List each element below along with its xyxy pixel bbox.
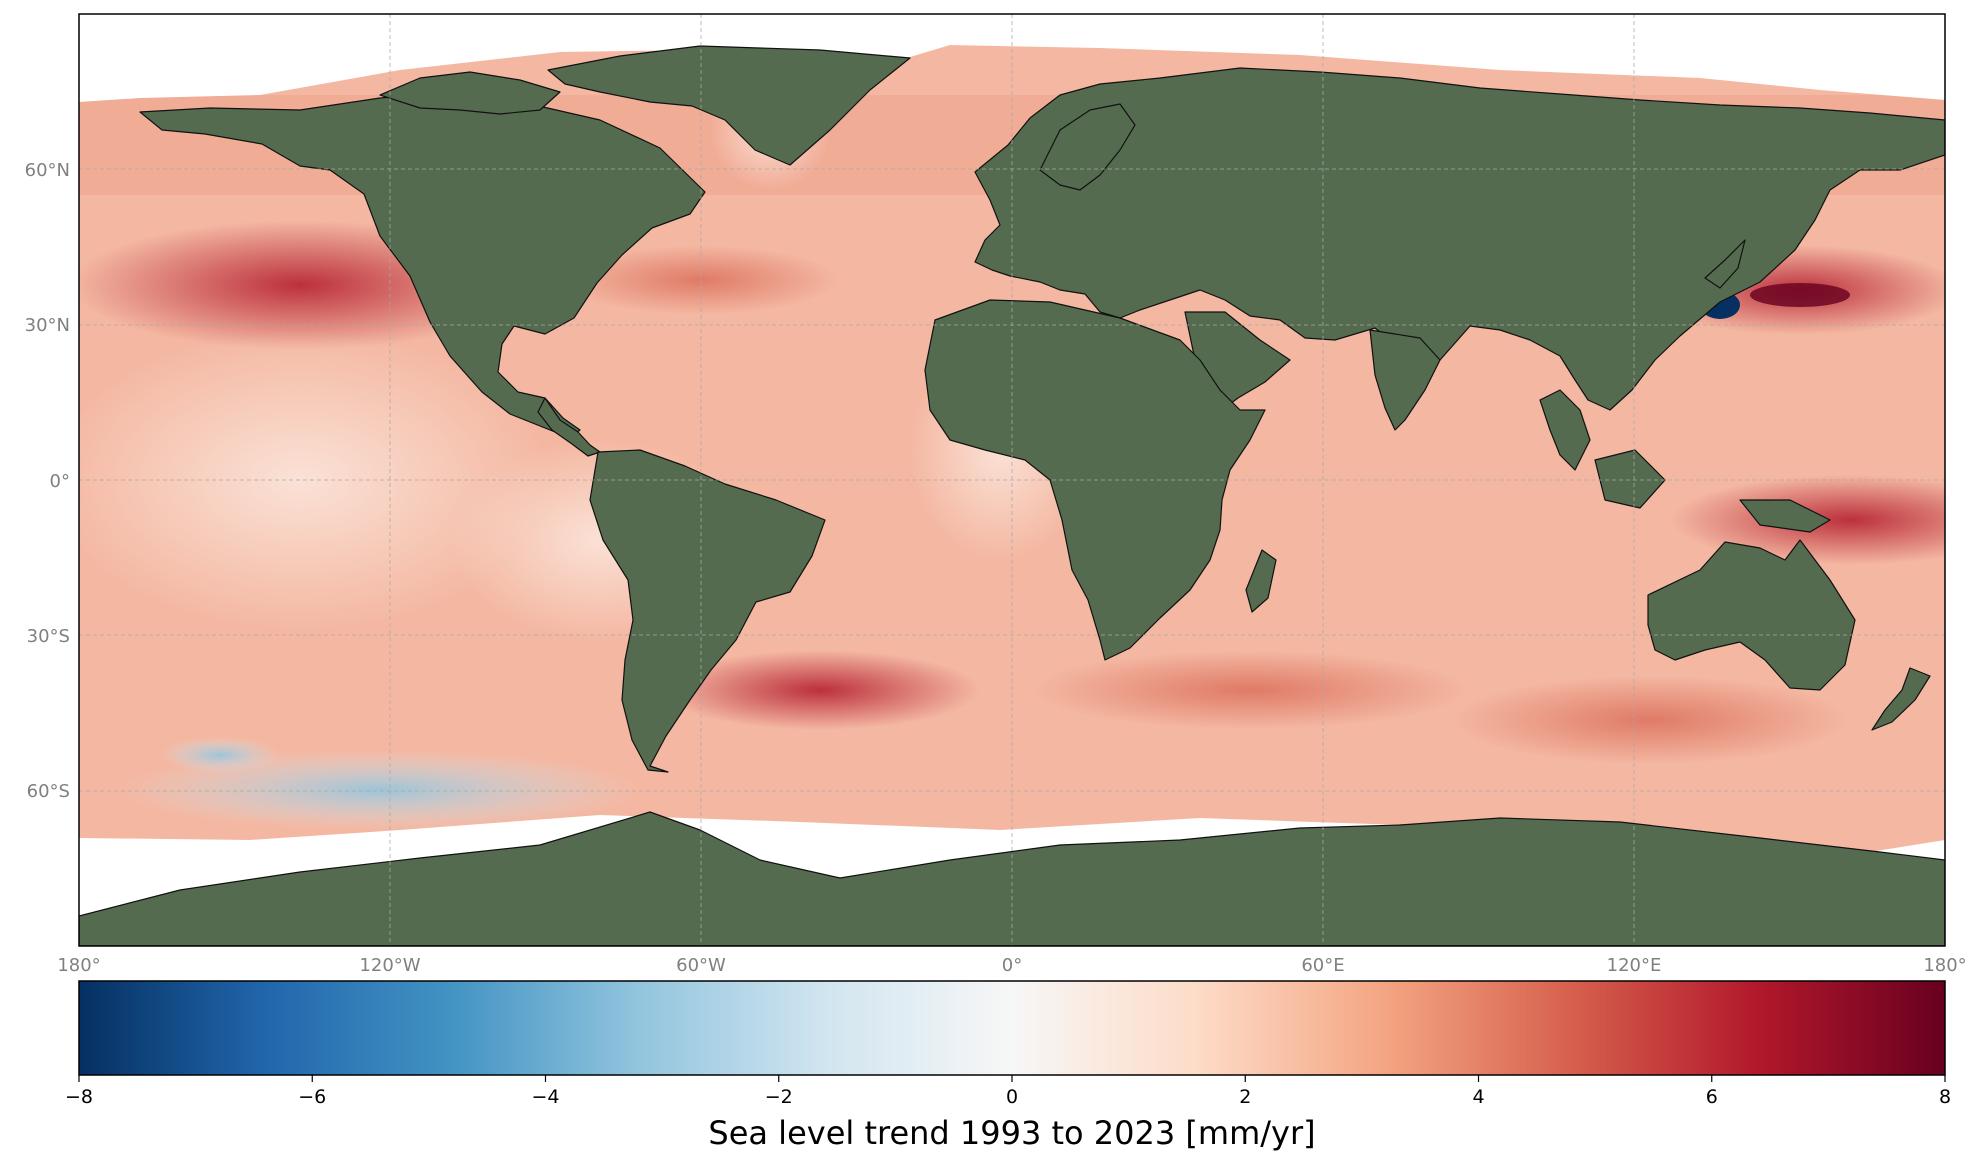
colorbar-tick-label: 4: [1472, 1086, 1484, 1108]
lat-label-60s: 60°S: [27, 781, 70, 802]
lon-label-120w: 120°W: [359, 955, 420, 976]
central-america: [537, 397, 601, 457]
colorbar-title: Sea level trend 1993 to 2023 [mm/yr]: [708, 1114, 1315, 1152]
madagascar: [1245, 549, 1277, 613]
greenland: [547, 45, 911, 166]
lon-label-60w: 60°W: [676, 955, 726, 976]
lon-label-180w: 180°: [57, 955, 100, 976]
southeast-asia: [1539, 389, 1591, 471]
lon-label-0: 0°: [1002, 955, 1022, 976]
lon-label-180e: 180°: [1923, 955, 1966, 976]
arctic-no-data: [79, 14, 1945, 102]
lon-label-120e: 120°E: [1607, 955, 1662, 976]
lon-label-60e: 60°E: [1301, 955, 1344, 976]
colorbar: −8 −6 −4 −2 0 2 4 6 8 Sea level trend 1993 to 20…: [65, 980, 1951, 1152]
north-america: [139, 91, 706, 439]
new-zealand: [1871, 667, 1931, 731]
colorbar-tick-label: −4: [531, 1086, 559, 1108]
lat-label-30n: 30°N: [25, 315, 70, 336]
scandinavia: [1039, 103, 1136, 191]
colorbar-tick-label: 2: [1239, 1086, 1251, 1108]
lat-label-60n: 60°N: [25, 160, 70, 181]
colorbar-tick-label: −2: [765, 1086, 793, 1108]
colorbar-tick-label: 8: [1939, 1086, 1951, 1108]
colorbar-tick-label: 0: [1006, 1086, 1018, 1108]
longitude-labels: 180° 120°W 60°W 0° 60°E 120°E 180°: [57, 955, 1966, 976]
sea-level-map: [79, 14, 1945, 946]
latitude-labels: 60°N 30°N 0° 30°S 60°S: [25, 160, 70, 802]
colorbar-tick-label: −8: [65, 1086, 93, 1108]
lat-label-equator: 0°: [50, 471, 70, 492]
colorbar-ticks: −8 −6 −4 −2 0 2 4 6 8: [65, 1075, 1951, 1108]
map-frame: [78, 13, 1946, 947]
new-guinea: [1739, 499, 1831, 533]
lat-label-30s: 30°S: [27, 626, 70, 647]
gridlines: [79, 14, 1945, 946]
australia: [1647, 539, 1856, 691]
south-america: [589, 449, 826, 773]
colorbar-tick-label: 6: [1706, 1086, 1718, 1108]
japan: [1704, 239, 1746, 289]
canadian-archipelago: [379, 71, 561, 115]
india: [1369, 329, 1441, 431]
colorbar-tick-label: −6: [298, 1086, 326, 1108]
borneo: [1594, 449, 1666, 509]
colorbar-gradient: [78, 980, 1946, 1076]
